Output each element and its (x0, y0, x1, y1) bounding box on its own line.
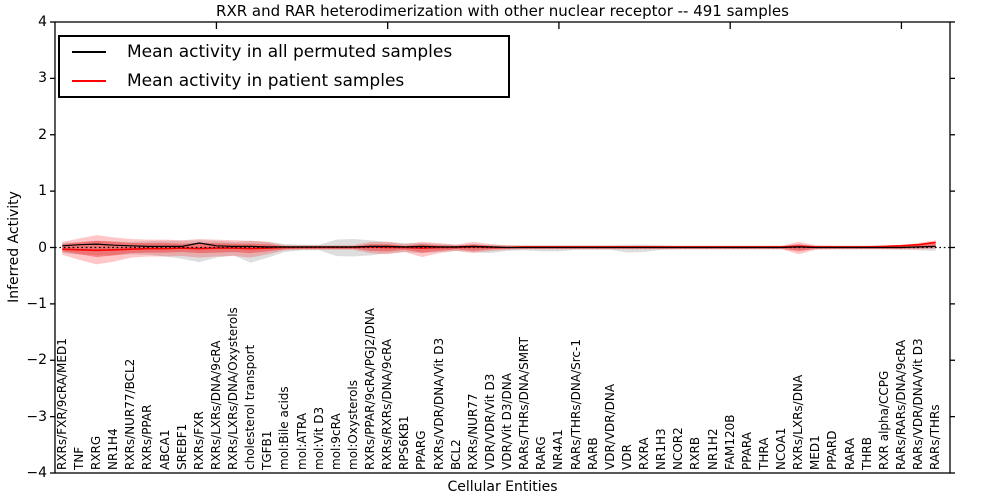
x-tick-label-text: VDR/VDR/Vit D3 (482, 373, 497, 470)
x-tick-label-text: cholesterol transport (243, 344, 258, 470)
y-tick-label: −4 (26, 465, 47, 481)
x-tick-label-text: TNF (71, 446, 86, 470)
x-tick-label-text: THRB (859, 437, 874, 470)
y-tick-label: 0 (38, 239, 47, 256)
x-tick-label-text: RXRB (688, 436, 703, 470)
x-tick-label-text: NCOA1 (774, 427, 789, 470)
chart-title: RXR and RAR heterodimerization with othe… (216, 2, 789, 20)
x-tick-label-text: THRA (756, 437, 771, 470)
x-tick-label-text: RXRs/FXR (191, 411, 206, 470)
x-tick-label-text: TGFB1 (260, 430, 275, 470)
x-tick-label-text: RXR alpha/CCPG (876, 370, 891, 470)
x-tick-label-text: RXRs/PPAR (140, 404, 155, 470)
x-tick-label-text: VDR (619, 444, 634, 470)
x-tick-label-text: RXRs/FXR/9cRA/MED1 (54, 338, 69, 470)
band-permuted-range (62, 239, 936, 263)
y-tick-label: 2 (38, 126, 47, 143)
x-tick-label-text: BCL2 (448, 439, 463, 470)
y-tick-label: 1 (38, 183, 47, 200)
x-tick-label-text: mol:Bile acids (277, 386, 292, 470)
x-tick-label-text: mol:Vit D3 (311, 406, 326, 470)
legend-line-permuted-icon (72, 51, 106, 53)
y-tick-label: 3 (38, 70, 47, 87)
x-tick-label-text: RXRs/PPAR/9cRA/PGJ2/DNA (363, 308, 378, 470)
x-tick-label-text: RARs/THRs (928, 404, 943, 470)
x-tick-label-text: RXRs/LXRs/DNA (791, 374, 806, 470)
x-tick-label-text: mol:Oxysterols (345, 380, 360, 470)
x-tick-label-text: mol:9cRA (328, 413, 343, 470)
x-tick-label-text: RARG (534, 436, 549, 470)
x-tick-label-text: VDR/VDR/DNA (602, 383, 617, 470)
x-tick-label-text: FAM120B (722, 414, 737, 471)
legend-item-patient: Mean activity in patient samples (60, 67, 508, 96)
y-tick-label: −2 (26, 352, 47, 369)
y-tick-label: −1 (26, 295, 47, 312)
x-axis-title: Cellular Entities (447, 479, 558, 495)
x-tick-label-text: RXRs/LXRs/DNA/Oxysterols (226, 307, 241, 470)
x-tick-label-text: RXRs/RXRs/DNA/9cRA (380, 338, 395, 470)
x-tick-label-text: NCOR2 (671, 427, 686, 470)
x-tick-label-text: RARs/RARs/DNA/9cRA (893, 339, 908, 470)
x-tick-label-text: ABCA1 (157, 429, 172, 470)
legend: Mean activity in all permuted samples Me… (58, 35, 510, 98)
x-tick-label-text: RXRG (89, 435, 104, 470)
x-tick-label-text: RXRs/VDR/DNA/Vit D3 (431, 337, 446, 470)
x-tick-label-text: RARs/VDR/DNA/Vit D3 (911, 338, 926, 470)
x-tick-label-text: RARA (842, 437, 857, 470)
legend-line-patient-icon (72, 80, 106, 82)
band-patient-range-inner (62, 240, 936, 258)
x-tick-label-text: SREBF1 (174, 423, 189, 470)
x-tick-label-text: RXRs/NUR77/BCL2 (123, 358, 138, 470)
x-tick-label-text: PPARA (739, 432, 754, 470)
legend-item-permuted: Mean activity in all permuted samples (60, 38, 508, 67)
x-tick-label-text: RPS6KB1 (397, 415, 412, 470)
band-patient-range-outer (62, 235, 936, 265)
x-tick-label-text: NR4A1 (551, 429, 566, 470)
x-tick-label-text: NR1H2 (705, 428, 720, 470)
legend-label-permuted: Mean activity in all permuted samples (127, 42, 453, 62)
x-tick-label-text: NR1H3 (654, 428, 669, 470)
x-tick-label-text: RARs/THRs/DNA/Src-1 (568, 339, 583, 470)
x-tick-label-text: VDR/Vit D3/DNA (500, 373, 515, 470)
x-tick-label-text: RXRA (637, 437, 652, 470)
x-tick-label-text: RARB (585, 437, 600, 470)
x-tick-label-text: RXRs/LXRs/DNA/9cRA (208, 340, 223, 471)
x-tick-label-text: PPARG (414, 430, 429, 470)
x-tick-label-text: mol:ATRA (294, 412, 309, 470)
x-tick-label-text: NR1H4 (106, 428, 121, 470)
x-tick-label-text: PPARD (825, 430, 840, 471)
x-tick-label-text: RARs/THRs/DNA/SMRT (517, 337, 532, 470)
y-tick-label: 4 (38, 14, 47, 30)
x-tick-label-text: MED1 (808, 435, 823, 470)
legend-label-patient: Mean activity in patient samples (127, 71, 405, 91)
x-tick-label-text: RXRs/NUR77 (465, 393, 480, 470)
y-tick-label: −3 (26, 408, 47, 425)
